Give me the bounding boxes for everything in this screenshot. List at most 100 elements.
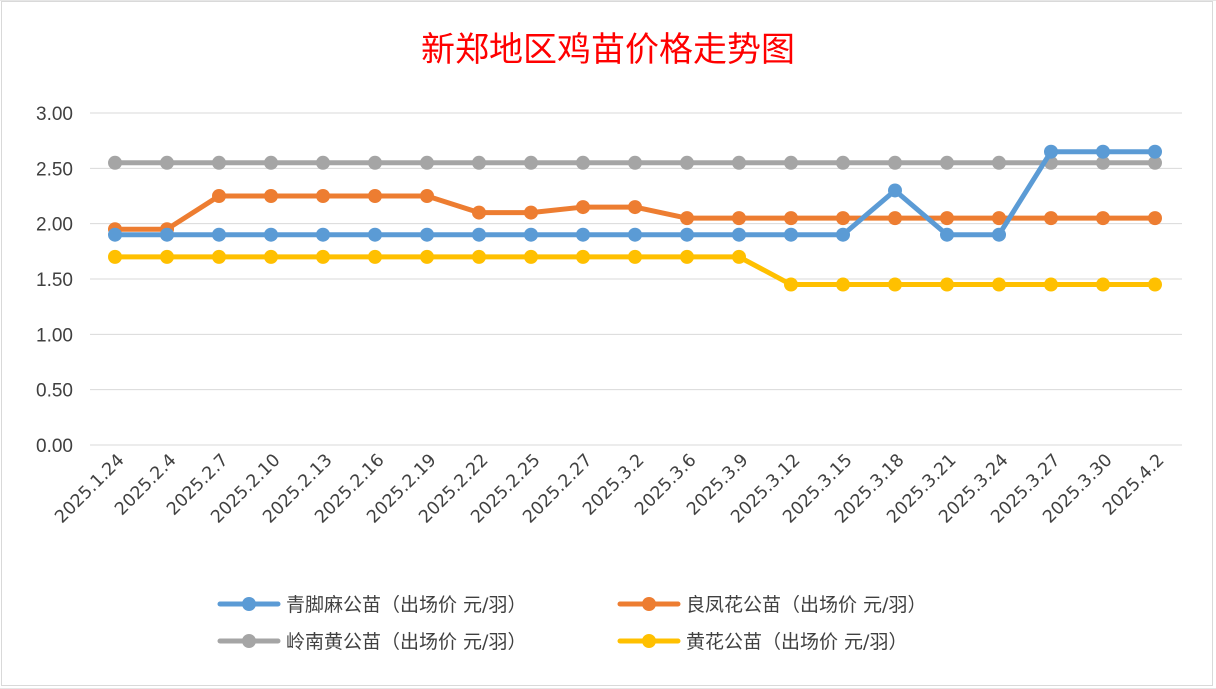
legend[interactable]: 青脚麻公苗（出场价 元/羽） 良凤花公苗（出场价 元/羽） 岭南黄公苗（出场价 元/… bbox=[217, 594, 926, 653]
legend-item-0[interactable]: 青脚麻公苗（出场价 元/羽） bbox=[217, 594, 526, 616]
data-point bbox=[628, 227, 642, 242]
y-tick-label: 2.50 bbox=[36, 159, 73, 180]
legend-marker bbox=[242, 634, 256, 648]
data-point bbox=[108, 249, 122, 264]
data-point bbox=[940, 227, 954, 242]
legend-item-1[interactable]: 良凤花公苗（出场价 元/羽） bbox=[617, 594, 926, 616]
data-point bbox=[992, 227, 1006, 242]
data-point bbox=[108, 227, 122, 242]
legend-item-3[interactable]: 黄花公苗（出场价 元/羽） bbox=[617, 631, 907, 653]
legend-marker bbox=[642, 597, 656, 611]
data-point bbox=[836, 155, 850, 170]
data-point bbox=[316, 189, 330, 203]
data-point bbox=[212, 227, 226, 242]
data-point bbox=[1096, 155, 1110, 170]
data-point bbox=[212, 155, 226, 170]
data-point bbox=[992, 277, 1006, 292]
series-layer bbox=[108, 144, 1162, 292]
series-2 bbox=[108, 155, 1162, 170]
data-point bbox=[524, 227, 538, 242]
data-point bbox=[264, 189, 278, 203]
data-point bbox=[888, 183, 902, 198]
data-point bbox=[472, 205, 486, 220]
data-point bbox=[732, 211, 746, 226]
data-point bbox=[368, 227, 382, 242]
data-point bbox=[680, 155, 694, 170]
data-point bbox=[264, 227, 278, 242]
data-point bbox=[680, 227, 694, 242]
data-point bbox=[368, 155, 382, 170]
data-point bbox=[1044, 211, 1058, 226]
data-point bbox=[420, 155, 434, 170]
data-point bbox=[316, 249, 330, 264]
legend-label: 青脚麻公苗（出场价 元/羽） bbox=[286, 594, 526, 616]
data-point bbox=[420, 227, 434, 242]
data-point bbox=[368, 189, 382, 203]
data-point bbox=[940, 211, 954, 226]
data-point bbox=[836, 211, 850, 226]
data-point bbox=[1096, 277, 1110, 292]
data-point bbox=[784, 277, 798, 292]
y-tick-label: 3.00 bbox=[36, 104, 73, 125]
data-point bbox=[888, 155, 902, 170]
legend-marker bbox=[242, 597, 256, 611]
y-axis: 0.00 0.50 1.00 1.50 2.00 2.50 3.00 bbox=[36, 104, 73, 457]
data-point bbox=[524, 249, 538, 264]
data-point bbox=[524, 205, 538, 220]
y-tick-label: 1.50 bbox=[36, 270, 73, 291]
data-point bbox=[732, 227, 746, 242]
y-tick-label: 1.00 bbox=[36, 325, 73, 346]
data-point bbox=[212, 189, 226, 203]
data-point bbox=[1148, 155, 1162, 170]
data-point bbox=[940, 155, 954, 170]
series-3 bbox=[108, 249, 1162, 292]
data-point bbox=[888, 277, 902, 292]
x-axis: 2025.1.242025.2.42025.2.72025.2.102025.2… bbox=[51, 450, 1168, 527]
data-point bbox=[472, 227, 486, 242]
legend-item-2[interactable]: 岭南黄公苗（出场价 元/羽） bbox=[217, 631, 526, 653]
data-point bbox=[576, 227, 590, 242]
data-point bbox=[732, 155, 746, 170]
data-point bbox=[316, 155, 330, 170]
data-point bbox=[212, 249, 226, 264]
data-point bbox=[940, 277, 954, 292]
data-point bbox=[472, 249, 486, 264]
data-point bbox=[264, 249, 278, 264]
legend-label: 良凤花公苗（出场价 元/羽） bbox=[686, 594, 926, 616]
data-point bbox=[628, 200, 642, 215]
y-tick-label: 0.00 bbox=[36, 436, 73, 457]
data-point bbox=[680, 211, 694, 226]
data-point bbox=[316, 227, 330, 242]
data-point bbox=[1148, 211, 1162, 226]
series-0 bbox=[108, 144, 1162, 242]
data-point bbox=[1044, 277, 1058, 292]
data-point bbox=[1096, 211, 1110, 226]
data-point bbox=[992, 155, 1006, 170]
data-point bbox=[420, 249, 434, 264]
data-point bbox=[992, 211, 1006, 226]
data-point bbox=[160, 155, 174, 170]
data-point bbox=[1148, 144, 1162, 159]
data-point bbox=[368, 249, 382, 264]
data-point bbox=[108, 155, 122, 170]
data-point bbox=[420, 189, 434, 203]
data-point bbox=[1096, 144, 1110, 159]
data-point bbox=[628, 249, 642, 264]
data-point bbox=[472, 155, 486, 170]
data-point bbox=[576, 200, 590, 215]
data-point bbox=[888, 211, 902, 226]
y-tick-label: 0.50 bbox=[36, 381, 73, 402]
data-point bbox=[784, 211, 798, 226]
data-point bbox=[524, 155, 538, 170]
data-point bbox=[576, 155, 590, 170]
data-point bbox=[784, 155, 798, 170]
data-point bbox=[1148, 277, 1162, 292]
data-point bbox=[160, 227, 174, 242]
data-point bbox=[836, 227, 850, 242]
data-point bbox=[784, 227, 798, 242]
data-point bbox=[732, 249, 746, 264]
data-point bbox=[836, 277, 850, 292]
data-point bbox=[628, 155, 642, 170]
